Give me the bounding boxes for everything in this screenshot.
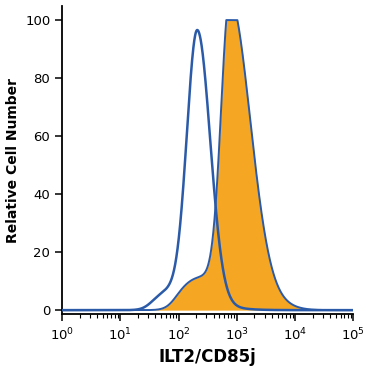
Y-axis label: Relative Cell Number: Relative Cell Number bbox=[6, 77, 20, 243]
X-axis label: ILT2/CD85j: ILT2/CD85j bbox=[159, 349, 257, 366]
